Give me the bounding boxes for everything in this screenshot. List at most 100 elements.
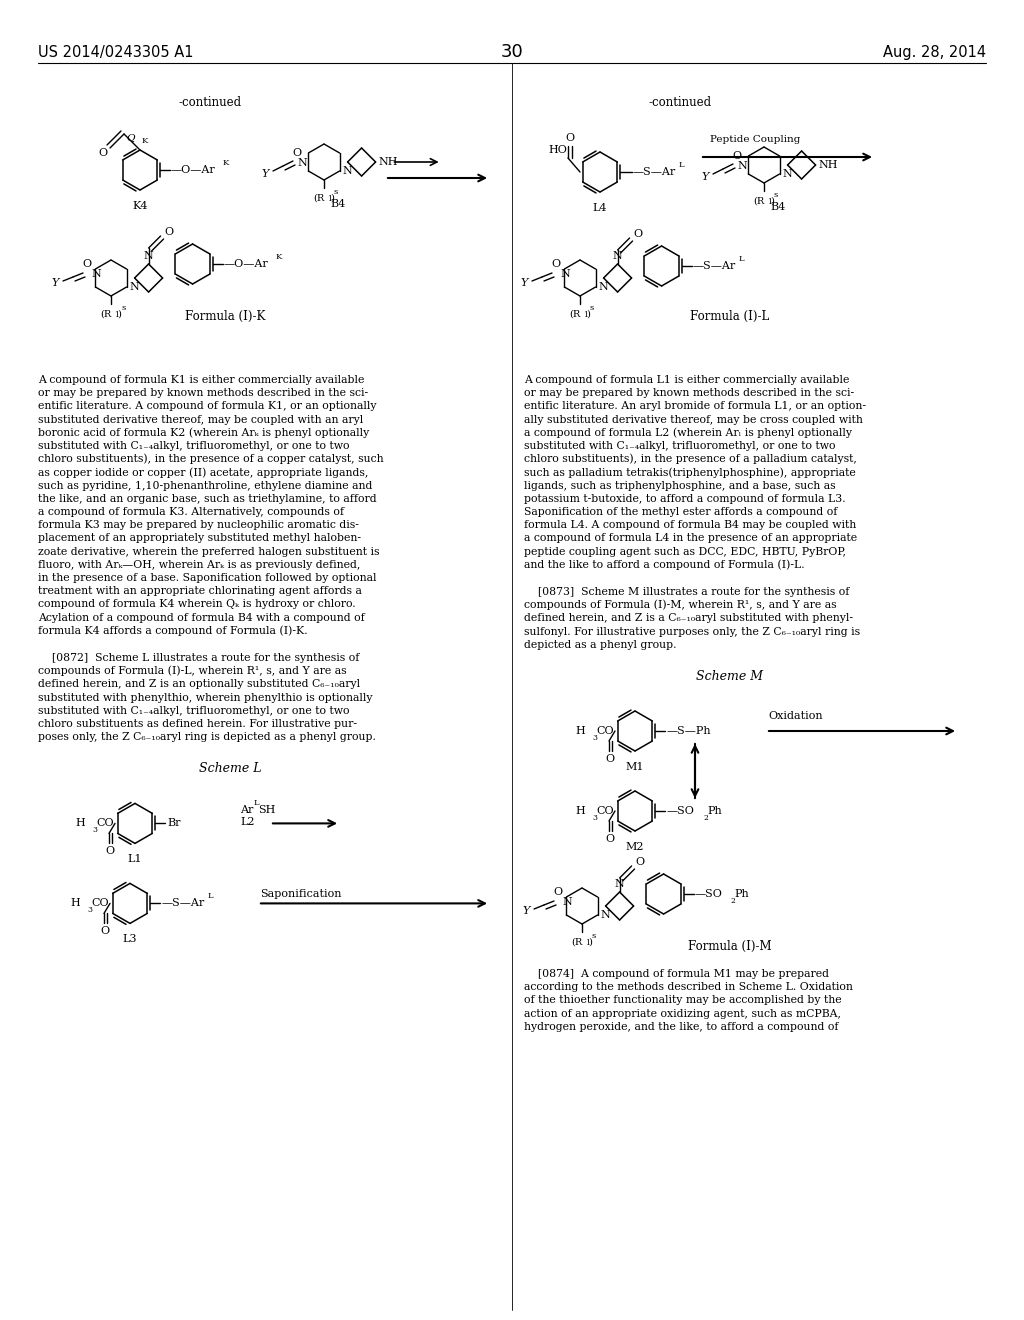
Text: L4: L4: [593, 203, 607, 213]
Text: ally substituted derivative thereof, may be cross coupled with: ally substituted derivative thereof, may…: [524, 414, 863, 425]
Text: 2: 2: [730, 898, 735, 906]
Text: substituted with C₁₋₄alkyl, trifluoromethyl, or one to two: substituted with C₁₋₄alkyl, trifluoromet…: [38, 706, 349, 715]
Text: s: s: [334, 187, 338, 195]
Text: substituted with C₁₋₄alkyl, trifluoromethyl, or one to two: substituted with C₁₋₄alkyl, trifluoromet…: [38, 441, 349, 451]
Text: such as palladium tetrakis(triphenylphosphine), appropriate: such as palladium tetrakis(triphenylphos…: [524, 467, 856, 478]
Text: B4: B4: [770, 202, 785, 213]
Text: [0872]  Scheme L illustrates a route for the synthesis of: [0872] Scheme L illustrates a route for …: [38, 653, 359, 663]
Text: defined herein, and Z is a C₆₋₁₀aryl substituted with phenyl-: defined herein, and Z is a C₆₋₁₀aryl sub…: [524, 614, 853, 623]
Text: such as pyridine, 1,10-phenanthroline, ethylene diamine and: such as pyridine, 1,10-phenanthroline, e…: [38, 480, 373, 491]
Text: compounds of Formula (I)-L, wherein R¹, s, and Y are as: compounds of Formula (I)-L, wherein R¹, …: [38, 665, 347, 676]
Text: L: L: [254, 800, 260, 808]
Text: NH: NH: [818, 160, 838, 170]
Text: compound of formula K4 wherein Qₖ is hydroxy or chloro.: compound of formula K4 wherein Qₖ is hyd…: [38, 599, 355, 610]
Text: N: N: [612, 251, 623, 261]
Text: N: N: [737, 161, 746, 172]
Text: 30: 30: [501, 44, 523, 61]
Text: [0873]  Scheme M illustrates a route for the synthesis of: [0873] Scheme M illustrates a route for …: [524, 587, 849, 597]
Text: 1: 1: [585, 939, 590, 946]
Text: ): ): [770, 197, 774, 206]
Text: CO: CO: [596, 726, 613, 737]
Text: —O—Ar: —O—Ar: [171, 165, 216, 176]
Text: O: O: [164, 227, 173, 238]
Text: Y: Y: [701, 172, 709, 182]
Text: entific literature. A compound of formula K1, or an optionally: entific literature. A compound of formul…: [38, 401, 377, 412]
Text: poses only, the Z C₆₋₁₀aryl ring is depicted as a phenyl group.: poses only, the Z C₆₋₁₀aryl ring is depi…: [38, 733, 376, 742]
Text: Aug. 28, 2014: Aug. 28, 2014: [883, 45, 986, 59]
Text: substituted derivative thereof, may be coupled with an aryl: substituted derivative thereof, may be c…: [38, 414, 364, 425]
Text: s: s: [774, 191, 778, 199]
Text: (R: (R: [569, 309, 581, 318]
Text: or may be prepared by known methods described in the sci-: or may be prepared by known methods desc…: [38, 388, 368, 399]
Text: Y: Y: [51, 279, 58, 288]
Text: Saponification of the methyl ester affords a compound of: Saponification of the methyl ester affor…: [524, 507, 838, 517]
Text: peptide coupling agent such as DCC, EDC, HBTU, PyBrOP,: peptide coupling agent such as DCC, EDC,…: [524, 546, 846, 557]
Text: CO: CO: [96, 818, 114, 829]
Text: N: N: [601, 909, 610, 920]
Text: —SO: —SO: [694, 888, 723, 899]
Text: the like, and an organic base, such as triethylamine, to afford: the like, and an organic base, such as t…: [38, 494, 377, 504]
Text: chloro substituents as defined herein. For illustrative pur-: chloro substituents as defined herein. F…: [38, 719, 357, 729]
Text: Formula (I)-M: Formula (I)-M: [688, 940, 772, 953]
Text: —SO: —SO: [667, 807, 695, 816]
Text: -continued: -continued: [648, 96, 712, 110]
Text: —S—Ar: —S—Ar: [692, 261, 736, 271]
Text: Y: Y: [522, 906, 529, 916]
Text: —S—Ph: —S—Ph: [667, 726, 712, 737]
Text: ): ): [117, 309, 121, 318]
Text: Formula (I)-K: Formula (I)-K: [184, 309, 265, 322]
Text: 3: 3: [87, 907, 92, 915]
Text: Oxidation: Oxidation: [768, 711, 822, 721]
Text: ): ): [588, 937, 592, 946]
Text: or may be prepared by known methods described in the sci-: or may be prepared by known methods desc…: [524, 388, 854, 399]
Text: Saponification: Saponification: [260, 890, 341, 899]
Text: formula K3 may be prepared by nucleophilic aromatic dis-: formula K3 may be prepared by nucleophil…: [38, 520, 358, 531]
Text: chloro substituents), in the presence of a copper catalyst, such: chloro substituents), in the presence of…: [38, 454, 384, 465]
Text: (R: (R: [313, 194, 325, 202]
Text: s: s: [121, 304, 125, 312]
Text: N: N: [297, 158, 307, 168]
Text: N: N: [343, 166, 352, 176]
Text: NH: NH: [379, 157, 398, 168]
Text: formula L4. A compound of formula B4 may be coupled with: formula L4. A compound of formula B4 may…: [524, 520, 856, 531]
Text: N: N: [560, 269, 569, 279]
Text: O: O: [635, 857, 644, 867]
Text: hydrogen peroxide, and the like, to afford a compound of: hydrogen peroxide, and the like, to affo…: [524, 1022, 839, 1032]
Text: L: L: [679, 161, 685, 169]
Text: ): ): [330, 194, 334, 202]
Text: Ph: Ph: [707, 807, 722, 816]
Text: O: O: [98, 148, 108, 158]
Text: H: H: [71, 899, 80, 908]
Text: Scheme M: Scheme M: [696, 669, 764, 682]
Text: (R: (R: [754, 197, 765, 206]
Text: Ph: Ph: [734, 888, 750, 899]
Text: Scheme L: Scheme L: [199, 762, 261, 775]
Text: placement of an appropriately substituted methyl haloben-: placement of an appropriately substitute…: [38, 533, 361, 544]
Text: depicted as a phenyl group.: depicted as a phenyl group.: [524, 640, 677, 649]
Text: -continued: -continued: [178, 96, 242, 110]
Text: substituted with C₁₋₄alkyl, trifluoromethyl, or one to two: substituted with C₁₋₄alkyl, trifluoromet…: [524, 441, 836, 451]
Text: 1: 1: [767, 198, 772, 206]
Text: A compound of formula L1 is either commercially available: A compound of formula L1 is either comme…: [524, 375, 849, 385]
Text: O: O: [83, 259, 91, 269]
Text: ): ): [586, 309, 590, 318]
Text: action of an appropriate oxidizing agent, such as mCPBA,: action of an appropriate oxidizing agent…: [524, 1008, 841, 1019]
Text: SH: SH: [258, 805, 275, 816]
Text: O: O: [553, 887, 562, 898]
Text: O: O: [565, 133, 574, 143]
Text: CO: CO: [596, 807, 613, 816]
Text: M2: M2: [626, 842, 644, 851]
Text: (R: (R: [571, 937, 583, 946]
Text: 1: 1: [327, 195, 332, 203]
Text: according to the methods described in Scheme L. Oxidation: according to the methods described in Sc…: [524, 982, 853, 993]
Text: O: O: [100, 927, 110, 936]
Text: Y: Y: [520, 279, 527, 288]
Text: a compound of formula L2 (wherein Arₗ is phenyl optionally: a compound of formula L2 (wherein Arₗ is…: [524, 428, 852, 438]
Text: compounds of Formula (I)-M, wherein R¹, s, and Y are as: compounds of Formula (I)-M, wherein R¹, …: [524, 599, 837, 610]
Text: of the thioether functionality may be accomplished by the: of the thioether functionality may be ac…: [524, 995, 842, 1006]
Text: 3: 3: [592, 734, 597, 742]
Text: a compound of formula K3. Alternatively, compounds of: a compound of formula K3. Alternatively,…: [38, 507, 344, 517]
Text: O: O: [732, 150, 741, 161]
Text: sulfonyl. For illustrative purposes only, the Z C₆₋₁₀aryl ring is: sulfonyl. For illustrative purposes only…: [524, 627, 860, 636]
Text: N: N: [143, 251, 154, 261]
